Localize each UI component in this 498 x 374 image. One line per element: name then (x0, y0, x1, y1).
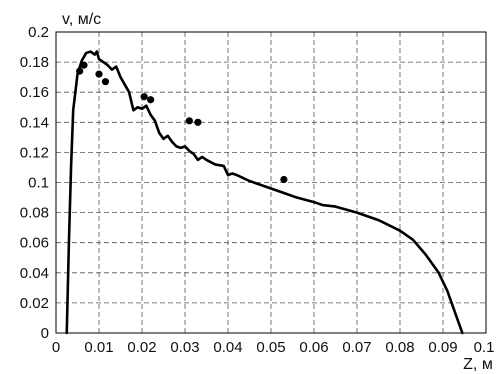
tick-labels: 0 0.01 0.02 0.03 0.04 0.05 0.06 0.07 0.08 0.09 0.1… (20, 24, 495, 356)
measured-point (140, 93, 148, 101)
y-tick-label: 0.08 (20, 205, 49, 222)
x-tick-label: 0.05 (256, 339, 285, 356)
measured-point (101, 78, 110, 86)
y-tick-label: 0.14 (20, 114, 49, 131)
x-tick-label: 0.02 (127, 339, 156, 356)
measured-point (76, 67, 84, 75)
measured-point (147, 96, 155, 104)
measured-point (194, 118, 202, 126)
x-tick-label: 0.03 (170, 339, 199, 356)
x-tick-label: 0.06 (299, 339, 328, 356)
y-tick-label: 0.02 (20, 295, 49, 312)
x-axis-label: Z, м (463, 356, 493, 373)
x-tick-label: 0.09 (428, 339, 457, 356)
velocity-curve (65, 50, 464, 335)
measured-point (80, 61, 88, 69)
plot-area (65, 50, 464, 335)
x-tick-label: 0 (52, 339, 60, 356)
grid (56, 32, 486, 333)
y-axis-label: v, м/с (62, 11, 101, 28)
x-tick-label: 0.1 (474, 339, 495, 356)
x-tick-label: 0.07 (342, 339, 371, 356)
y-tick-label: 0.1 (28, 175, 49, 192)
x-tick-label: 0.04 (213, 339, 242, 356)
measured-point (95, 70, 103, 78)
y-tick-label: 0 (41, 325, 49, 342)
y-tick-label: 0.18 (20, 54, 49, 71)
x-tick-label: 0.08 (385, 339, 414, 356)
y-tick-label: 0.16 (20, 84, 49, 101)
measured-point (185, 117, 193, 125)
measured-point (280, 175, 288, 184)
y-tick-label: 0.04 (20, 265, 49, 282)
y-tick-label: 0.12 (20, 144, 49, 161)
x-tick-label: 0.01 (84, 339, 113, 356)
plot-frame (55, 31, 487, 334)
y-tick-label: 0.06 (20, 235, 49, 252)
y-tick-label: 0.2 (28, 24, 49, 41)
